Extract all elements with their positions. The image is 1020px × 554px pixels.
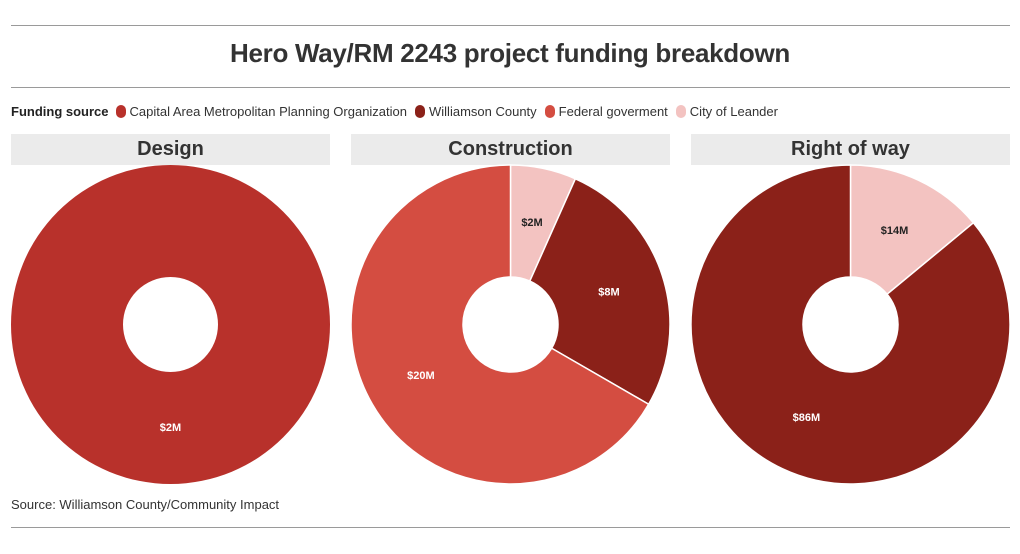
data-label: $2M	[521, 217, 542, 229]
legend-label: Williamson County	[429, 103, 537, 119]
data-label: $2M	[160, 422, 181, 434]
legend-label: Capital Area Metropolitan Planning Organ…	[129, 103, 408, 119]
legend-swatch	[415, 104, 426, 118]
donut-chart-construction: $2M $8M $20M	[350, 164, 671, 485]
slice-williamson-county	[690, 164, 1011, 485]
legend-item-federal-government: Federal goverment	[544, 103, 668, 119]
legend-swatch	[675, 104, 686, 118]
slice-federal-goverment	[350, 164, 650, 485]
legend-label: Federal goverment	[558, 103, 668, 119]
legend: Funding source Capital Area Metropolitan…	[11, 100, 786, 122]
title-rule	[11, 87, 1010, 88]
data-label: $8M	[598, 286, 619, 298]
slice-capital-area-metropolitan-planning-organization	[11, 165, 330, 484]
legend-title: Funding source	[11, 103, 109, 119]
legend-item-campo: Capital Area Metropolitan Planning Organ…	[115, 103, 408, 119]
legend-label: City of Leander	[689, 103, 778, 119]
chart-title: Hero Way/RM 2243 project funding breakdo…	[230, 38, 790, 68]
top-rule	[11, 25, 1010, 26]
bottom-rule	[11, 527, 1010, 528]
panel-title-design: Design	[11, 134, 330, 165]
slice-city-of-leander	[849, 164, 975, 296]
donut-chart-right-of-way: $14M $86M	[690, 164, 1011, 485]
legend-item-city-of-leander: City of Leander	[675, 103, 778, 119]
data-label: $20M	[407, 370, 435, 382]
legend-swatch	[544, 104, 555, 118]
data-label: $14M	[881, 225, 909, 237]
panel-title-construction: Construction	[351, 134, 670, 165]
legend-item-williamson-county: Williamson County	[415, 104, 537, 119]
slice-williamson-county	[528, 177, 671, 406]
legend-swatch	[115, 104, 126, 118]
donut-chart-design: $2M	[11, 165, 330, 484]
source-note: Source: Williamson County/Community Impa…	[11, 497, 280, 512]
panel-title-right-of-way: Right of way	[691, 134, 1010, 165]
data-label: $86M	[793, 412, 821, 424]
